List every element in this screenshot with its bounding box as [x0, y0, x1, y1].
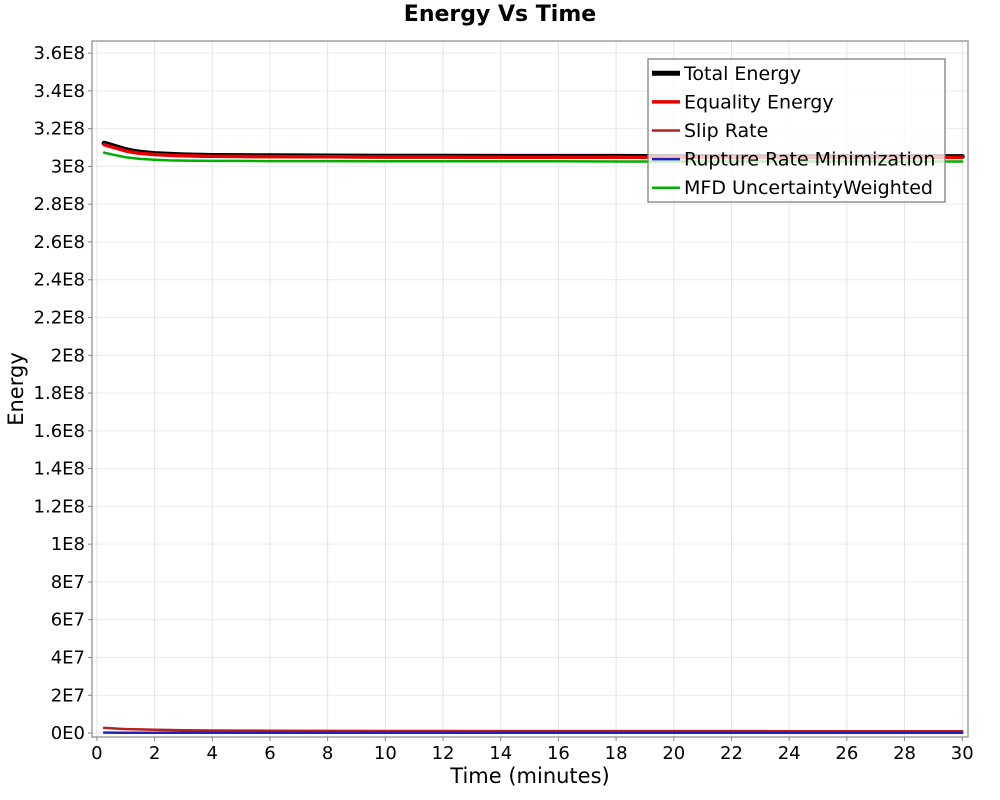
plot-border	[91, 40, 969, 738]
x-tick-label: 18	[605, 743, 628, 764]
x-tick-label: 22	[720, 743, 743, 764]
y-tick-label: 1.2E8	[34, 496, 85, 517]
legend-label-rupture-rate-minimization: Rupture Rate Minimization	[684, 149, 935, 171]
y-tick-label: 2.2E8	[34, 308, 85, 329]
x-tick-label: 28	[893, 743, 916, 764]
y-tick-label: 1.6E8	[34, 421, 85, 442]
y-tick-label: 4E7	[51, 647, 85, 668]
y-tick-label: 3.2E8	[34, 119, 85, 140]
x-axis-title: Time (minutes)	[450, 764, 610, 788]
legend-box	[647, 58, 946, 203]
x-tick-label: 10	[374, 743, 397, 764]
y-axis-title: Energy	[4, 352, 28, 426]
x-tick-label: 8	[322, 743, 333, 764]
x-tick-label: 24	[778, 743, 801, 764]
x-tick-label: 0	[91, 743, 102, 764]
legend-label-equality-energy: Equality Energy	[684, 91, 834, 113]
x-tick-label: 20	[662, 743, 685, 764]
legend-label-mfd-uncertaintyweighted: MFD UncertaintyWeighted	[684, 177, 933, 199]
y-tick-label: 3.6E8	[34, 43, 85, 64]
y-tick-label: 1.4E8	[34, 459, 85, 480]
y-tick-label: 2.6E8	[34, 232, 85, 253]
series-line-slip-rate	[102, 726, 964, 733]
y-tick-label: 2.8E8	[34, 194, 85, 215]
y-tick-label: 2E7	[51, 685, 85, 706]
legend-label-total-energy: Total Energy	[683, 63, 801, 85]
x-tick-label: 6	[264, 743, 275, 764]
x-tick-label: 26	[835, 743, 858, 764]
x-tick-label: 16	[547, 743, 570, 764]
y-tick-label: 6E7	[51, 610, 85, 631]
x-tick-label: 12	[432, 743, 455, 764]
y-tick-label: 2.4E8	[34, 270, 85, 291]
y-tick-label: 3E8	[51, 156, 85, 177]
y-tick-label: 1.8E8	[34, 383, 85, 404]
y-tick-label: 3.4E8	[34, 81, 85, 102]
y-tick-label: 1E8	[51, 534, 85, 555]
y-tick-label: 0E0	[51, 723, 85, 744]
chart-title: Energy Vs Time	[403, 2, 597, 27]
x-tick-label: 2	[149, 743, 160, 764]
y-tick-label: 2E8	[51, 345, 85, 366]
legend-label-slip-rate: Slip Rate	[684, 120, 768, 142]
x-tick-label: 4	[207, 743, 218, 764]
x-tick-label: 14	[489, 743, 512, 764]
x-tick-label: 30	[951, 743, 974, 764]
y-tick-label: 8E7	[51, 572, 85, 593]
